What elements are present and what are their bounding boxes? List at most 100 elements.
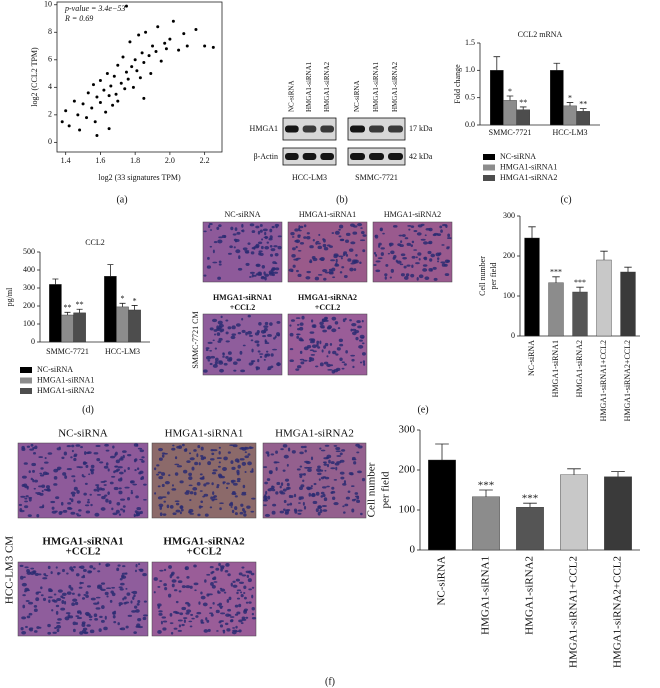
cell: [193, 564, 197, 568]
cell: [302, 501, 305, 506]
cell: [248, 601, 252, 604]
cell: [222, 629, 226, 634]
cell: [322, 329, 327, 333]
cell: [178, 590, 182, 593]
cell: [360, 227, 363, 229]
cell: [73, 479, 76, 483]
cell: [126, 496, 131, 501]
cell: [228, 596, 232, 601]
cell: [220, 315, 223, 319]
cell: [207, 628, 211, 633]
cell: [304, 460, 310, 463]
cell: [311, 324, 316, 328]
cell: [78, 509, 82, 512]
y-axis-label: Fold change: [453, 64, 462, 104]
error-bar: [107, 264, 114, 277]
cell: [247, 330, 253, 335]
cell: [282, 488, 287, 492]
cell: [71, 602, 76, 606]
y-tick-label: 200: [503, 251, 515, 260]
cell: [323, 463, 328, 466]
cell: [339, 343, 344, 347]
cell: [127, 467, 130, 470]
cell: [225, 331, 229, 335]
cell: [411, 255, 416, 259]
cell: [211, 584, 216, 589]
cell: [230, 501, 233, 505]
cell: [351, 456, 356, 460]
cell: [418, 274, 424, 279]
cell: [339, 271, 343, 274]
cell: [89, 629, 95, 634]
cell: [322, 238, 325, 241]
cell: [216, 332, 221, 336]
cell: [216, 485, 219, 489]
micrograph-label: +CCL2: [66, 546, 101, 558]
cell: [266, 241, 270, 244]
cell: [19, 509, 25, 513]
y-axis-label: per field: [489, 263, 498, 290]
cell: [61, 600, 65, 604]
cell: [53, 475, 58, 480]
cell: [243, 510, 247, 514]
cell: [335, 262, 338, 267]
error-bar: [519, 106, 527, 110]
cell: [330, 467, 336, 470]
panel-label: (e): [417, 404, 428, 415]
cell: [117, 466, 123, 469]
legend-label: HMGA1-siRNA1: [37, 375, 94, 384]
cell: [299, 486, 303, 491]
cell: [229, 444, 235, 446]
cell: [289, 324, 292, 327]
cell: [250, 572, 255, 576]
cell: [380, 252, 385, 256]
side-label: SMMC-7721 CM: [191, 311, 200, 368]
cell: [297, 327, 301, 331]
cell: [203, 493, 209, 497]
bar: [472, 496, 500, 551]
cell: [122, 454, 125, 459]
cell: [103, 480, 107, 483]
cell: [99, 615, 103, 619]
cell: [24, 566, 29, 569]
cell: [126, 592, 131, 596]
cell: [393, 255, 397, 259]
cell: [282, 444, 288, 448]
significance: *: [568, 93, 572, 102]
cell: [320, 326, 325, 329]
cell: [57, 572, 61, 575]
cell: [243, 592, 246, 594]
cell: [403, 275, 409, 280]
panel-label: (a): [116, 194, 127, 205]
cell: [173, 610, 178, 614]
y-tick-label: 10: [44, 0, 52, 9]
panel-label: (b): [336, 194, 348, 205]
cell: [218, 260, 222, 264]
cell: [347, 258, 352, 262]
cell: [142, 573, 147, 577]
cell: [122, 450, 127, 453]
cell: [131, 610, 137, 613]
y-axis-label: Cell number: [366, 462, 378, 517]
point: [144, 30, 148, 34]
blot-band: [369, 125, 384, 133]
cell: [78, 586, 83, 589]
cell: [119, 471, 124, 475]
cell: [177, 629, 182, 632]
cell: [76, 500, 81, 504]
cell: [19, 564, 24, 568]
point: [130, 65, 134, 69]
cell: [302, 359, 308, 362]
cell: [236, 358, 242, 362]
cell: [416, 277, 419, 281]
cell: [167, 593, 172, 598]
cell: [404, 237, 409, 240]
cell: [62, 568, 65, 573]
point: [98, 100, 102, 104]
cell: [55, 566, 58, 569]
cell: [392, 225, 398, 228]
cell: [214, 357, 219, 362]
cell: [73, 453, 78, 456]
cell: [222, 356, 225, 358]
